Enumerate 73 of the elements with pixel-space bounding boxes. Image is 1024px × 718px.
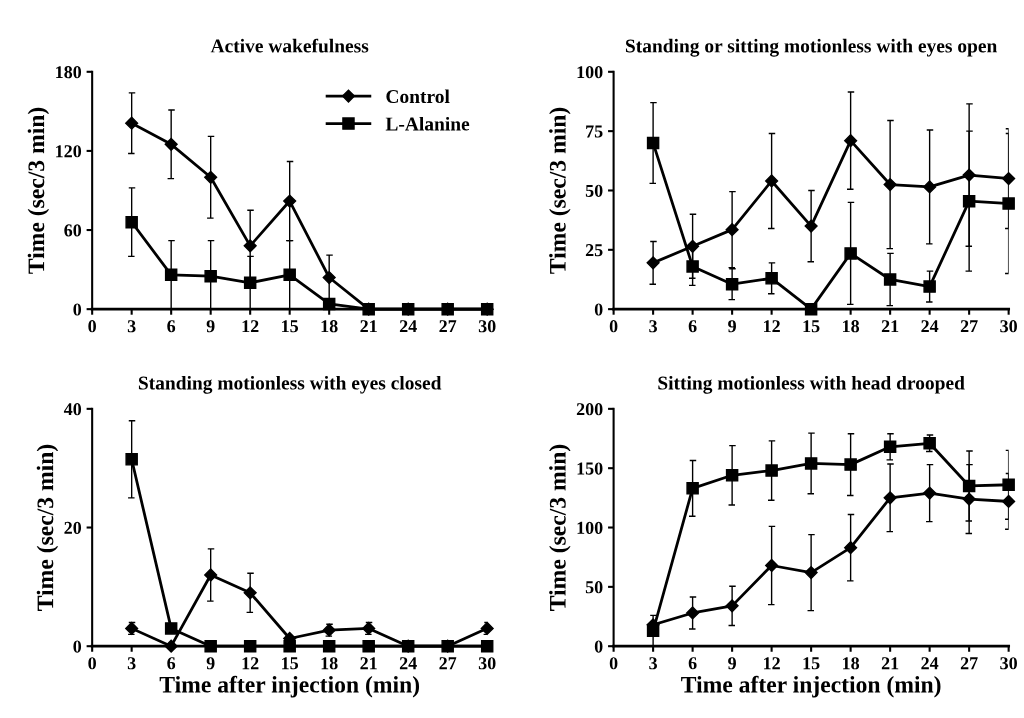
y-tick-label: 0 — [594, 303, 603, 316]
chart-title: Sitting motionless with head drooped — [658, 375, 965, 394]
y-tick-label: 75 — [586, 125, 603, 138]
y-tick-label: 20 — [64, 521, 82, 534]
legend-label: L-Alanine — [385, 116, 470, 131]
y-axis-title: Time (sec/3 min) — [549, 107, 571, 274]
x-tick-label: 30 — [478, 657, 496, 670]
x-tick-label: 21 — [360, 320, 377, 333]
x-tick-label: 18 — [321, 657, 338, 670]
y-tick-label: 200 — [576, 403, 603, 416]
y-tick-label: 50 — [585, 581, 603, 594]
y-tick-label: 0 — [73, 303, 82, 316]
x-tick-label: 24 — [399, 657, 417, 670]
y-tick-label: 60 — [64, 224, 82, 237]
x-tick-label: 24 — [921, 320, 939, 333]
x-tick-label: 9 — [206, 320, 215, 333]
x-tick-label: 12 — [764, 320, 780, 333]
x-tick-label: 3 — [127, 657, 136, 670]
x-tick-label: 3 — [127, 320, 136, 333]
x-tick-label: 0 — [88, 657, 96, 670]
x-axis-title: Time after injection (min) — [159, 675, 420, 698]
x-tick-label: 0 — [609, 657, 618, 670]
x-tick-label: 24 — [399, 320, 417, 333]
x-tick-label: 15 — [282, 320, 299, 333]
y-tick-label: 40 — [63, 403, 82, 416]
chart-title: Standing motionless with eyes closed — [138, 375, 442, 394]
x-tick-label: 0 — [88, 320, 96, 333]
x-tick-label: 30 — [478, 320, 496, 333]
x-tick-label: 30 — [1000, 320, 1017, 333]
x-tick-label: 0 — [609, 320, 618, 333]
x-tick-label: 21 — [881, 657, 899, 670]
x-tick-label: 15 — [803, 657, 820, 670]
y-tick-label: 0 — [73, 640, 82, 653]
x-tick-label: 12 — [242, 320, 259, 333]
x-tick-label: 27 — [960, 320, 978, 333]
x-tick-label: 27 — [439, 657, 457, 670]
y-tick-label: 100 — [577, 66, 603, 79]
x-tick-label: 15 — [282, 657, 299, 670]
y-tick-label: 25 — [585, 244, 603, 257]
y-tick-label: 180 — [56, 66, 82, 79]
x-tick-label: 9 — [728, 320, 736, 333]
x-tick-label: 6 — [688, 320, 697, 333]
legend-label: Control — [386, 89, 450, 104]
x-tick-label: 18 — [843, 657, 860, 670]
x-tick-label: 18 — [321, 320, 338, 333]
x-tick-label: 3 — [649, 320, 658, 333]
x-axis-title: Time after injection (min) — [681, 675, 941, 698]
y-tick-label: 100 — [577, 521, 603, 534]
x-tick-label: 9 — [728, 657, 736, 670]
x-tick-label: 30 — [1000, 657, 1017, 670]
x-tick-label: 24 — [921, 657, 939, 670]
x-tick-label: 12 — [242, 657, 259, 670]
chart-title: Standing or sitting motionless with eyes open — [625, 38, 998, 57]
y-axis-title: Time (sec/3 min) — [549, 444, 571, 611]
x-tick-label: 6 — [167, 657, 176, 670]
y-tick-label: 0 — [594, 640, 603, 653]
y-axis-title: Time (sec/3 min) — [27, 107, 50, 274]
x-tick-label: 18 — [843, 320, 860, 333]
y-tick-label: 150 — [577, 462, 603, 475]
x-tick-label: 15 — [803, 320, 820, 333]
y-tick-label: 120 — [56, 145, 82, 158]
x-tick-label: 6 — [688, 657, 697, 670]
x-tick-label: 21 — [881, 320, 899, 333]
x-tick-label: 27 — [439, 320, 457, 333]
x-tick-label: 27 — [960, 657, 978, 670]
x-tick-label: 9 — [206, 657, 215, 670]
x-tick-label: 6 — [167, 320, 176, 333]
y-axis-title: Time (sec/3 min) — [36, 444, 59, 611]
chart-title: Active wakefulness — [210, 38, 369, 53]
x-tick-label: 12 — [764, 657, 780, 670]
y-tick-label: 50 — [585, 184, 603, 197]
x-tick-label: 21 — [360, 657, 377, 670]
x-tick-label: 3 — [649, 657, 658, 670]
